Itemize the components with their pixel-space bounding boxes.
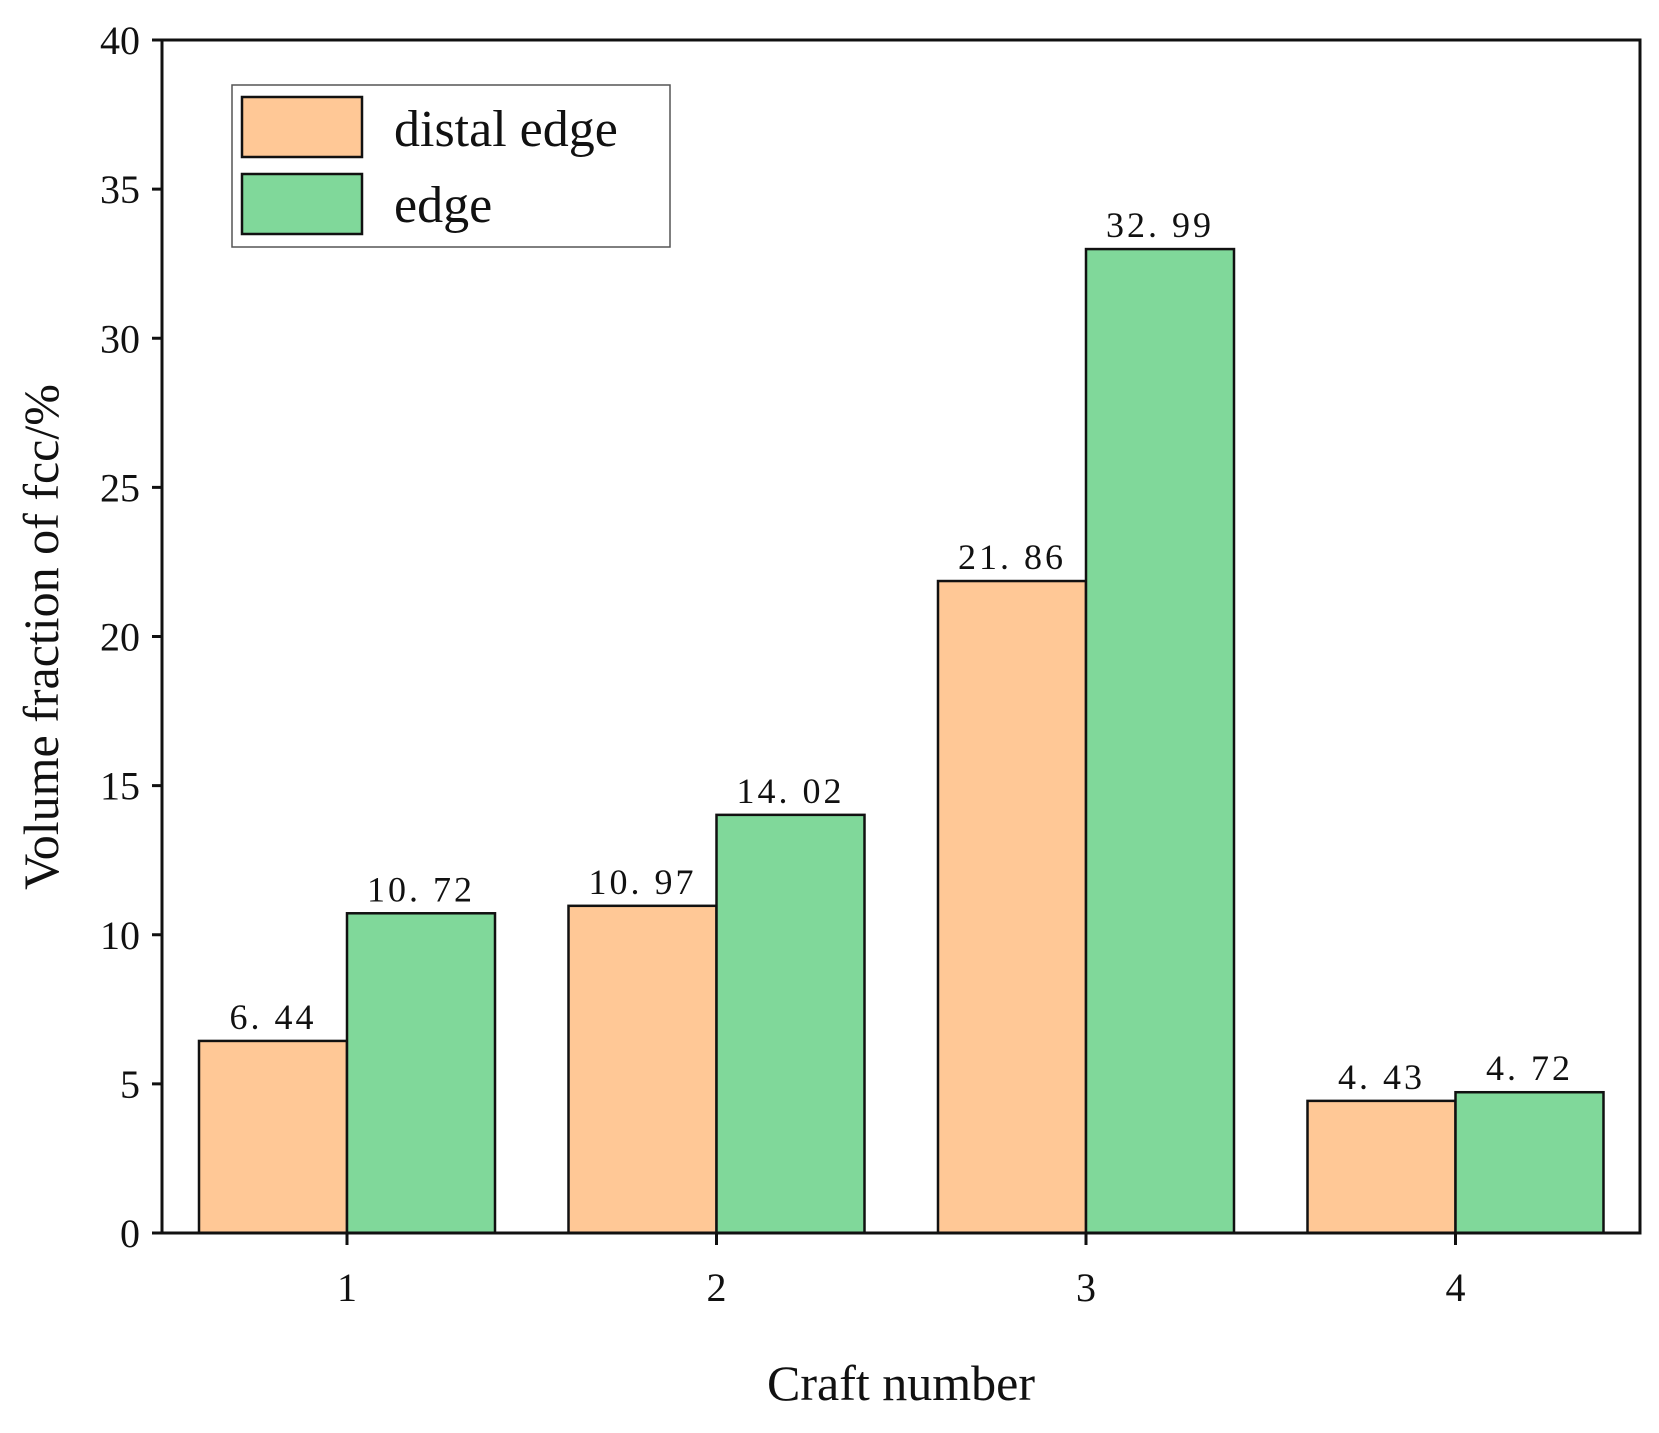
y-axis-ticks: 0 5 10 15 20 25 30 35 40 (100, 18, 162, 1256)
bar-edge-craft-4 (1454, 1090, 1605, 1235)
bar-edge-craft-1 (345, 912, 497, 1235)
y-tick-label: 15 (100, 764, 140, 809)
legend-swatch-edge (240, 172, 364, 236)
y-tick-label: 20 (100, 615, 140, 660)
data-labels-layer: 6. 44 10. 72 10. 97 14. 02 21. 86 32. 99 4. 43… (230, 205, 1573, 1097)
y-tick-label: 35 (100, 167, 140, 212)
x-tick-label: 1 (337, 1265, 357, 1310)
y-tick-label: 25 (100, 465, 140, 510)
data-label-edge-craft-2: 14. 02 (737, 771, 845, 811)
legend: distal edge edge (231, 84, 671, 248)
x-axis-title: Craft number (767, 1355, 1035, 1411)
data-label-distal-edge-craft-3: 21. 86 (958, 537, 1066, 577)
y-tick-label: 0 (120, 1211, 140, 1256)
bar-distal-edge-craft-3 (936, 579, 1088, 1235)
bar-distal-edge-craft-1 (197, 1039, 349, 1235)
data-label-distal-edge-craft-4: 4. 43 (1338, 1057, 1425, 1097)
y-axis-title: Volume fraction of fcc/% (13, 384, 69, 890)
data-label-edge-craft-4: 4. 72 (1486, 1048, 1573, 1088)
data-label-edge-craft-3: 32. 99 (1106, 205, 1214, 245)
x-tick-label: 3 (1076, 1265, 1096, 1310)
x-tick-label: 2 (707, 1265, 727, 1310)
y-tick-label: 40 (100, 18, 140, 63)
legend-swatch-distal-edge (240, 95, 364, 159)
bar-distal-edge-craft-4 (1306, 1099, 1457, 1235)
y-tick-label: 10 (100, 913, 140, 958)
legend-label-distal-edge: distal edge (394, 101, 618, 158)
data-label-distal-edge-craft-1: 6. 44 (230, 997, 317, 1037)
bar-distal-edge-craft-2 (567, 904, 718, 1235)
x-tick-label: 4 (1446, 1265, 1466, 1310)
bar-edge-craft-3 (1084, 247, 1236, 1235)
data-label-edge-craft-1: 10. 72 (367, 869, 475, 909)
legend-label-edge: edge (394, 177, 492, 234)
y-tick-label: 5 (120, 1062, 140, 1107)
bar-edge-craft-2 (715, 813, 866, 1235)
bars-layer (197, 247, 1605, 1235)
x-axis-ticks: 1 2 3 4 (337, 1233, 1466, 1310)
y-tick-label: 30 (100, 316, 140, 361)
data-label-distal-edge-craft-2: 10. 97 (589, 862, 697, 902)
